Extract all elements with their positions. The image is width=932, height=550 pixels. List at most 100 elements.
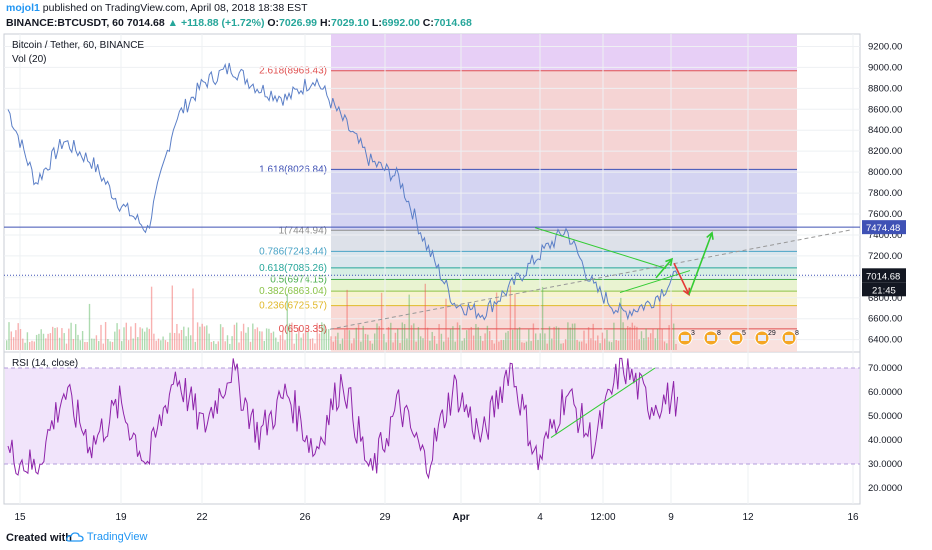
green-up-arrow-2 — [688, 232, 713, 295]
low-label: L: — [371, 17, 382, 29]
volume-bar — [489, 331, 491, 350]
x-axis-tick-label: 29 — [379, 512, 391, 523]
open-value: 7026.99 — [279, 17, 318, 29]
volume-bar — [321, 322, 323, 350]
volume-bar — [318, 333, 321, 350]
author-link[interactable]: mojol1 — [6, 2, 40, 14]
volume-bar — [231, 336, 233, 350]
y-axis-tick-label: 8400.00 — [868, 125, 902, 136]
volume-bar — [521, 342, 523, 350]
volume-bar — [40, 329, 42, 350]
volume-bar — [215, 343, 217, 350]
volume-bar — [592, 323, 594, 350]
fib-zone — [331, 251, 797, 268]
volume-bar — [150, 286, 153, 350]
high-value: 7029.10 — [331, 17, 369, 29]
volume-bar — [245, 332, 247, 350]
chart-canvas[interactable]: 2.618(8968.43) 1.618(8026.84) 1(7444.94) 0.… — [0, 30, 932, 526]
y-axis-tick-label: 8200.00 — [868, 146, 902, 157]
volume-bar — [551, 338, 553, 350]
volume-bar — [369, 340, 371, 350]
tradingview-brand-link[interactable]: TradingView — [66, 531, 147, 543]
publish-line: mojol1 published on TradingView.com, Apr… — [6, 2, 308, 14]
volume-bar — [125, 322, 127, 350]
rsi-axis-tick-label: 20.0000 — [868, 483, 902, 494]
footer: Created with TradingView — [0, 526, 932, 550]
volume-bar — [629, 327, 631, 350]
volume-bar — [500, 339, 502, 350]
volume-bar — [226, 335, 229, 350]
volume-bar — [532, 323, 535, 350]
volume-bar — [410, 325, 413, 350]
fib-level-label: 0.236(6725.57) — [259, 301, 327, 312]
trend-drawings[interactable]: 3 8 5 29 8 — [329, 227, 853, 346]
volume-bar — [447, 337, 449, 350]
volume-bar — [164, 340, 167, 350]
volume-bar — [139, 327, 141, 350]
volume-bar — [401, 322, 403, 350]
green-up-arrow-1 — [655, 258, 673, 279]
grid — [4, 34, 860, 504]
rsi-axis-tick-label: 30.0000 — [868, 459, 902, 470]
volume-bar — [631, 322, 633, 350]
volume-bar — [314, 343, 316, 350]
fib-level-label: 0.786(7243.44) — [259, 246, 327, 257]
volume-bar — [279, 335, 282, 350]
rsi-line — [7, 357, 679, 480]
green-up-arrow-2-head — [706, 231, 714, 240]
volume-bar — [173, 332, 176, 350]
volume-bar — [169, 332, 171, 350]
volume-bar — [263, 340, 265, 350]
tradingview-label: TradingView — [86, 531, 148, 543]
volume-bar — [337, 332, 339, 350]
volume-bar — [387, 327, 390, 350]
volume-bar — [132, 338, 134, 350]
rsi-trendline — [550, 367, 656, 439]
volume-bar — [403, 324, 406, 350]
volume-bar — [475, 324, 477, 350]
volume-bar — [316, 322, 318, 350]
volume-bar — [259, 331, 261, 350]
volume-bar — [436, 343, 438, 350]
volume-bar — [77, 334, 79, 350]
volume-bar — [114, 331, 116, 350]
cloud-icon — [66, 532, 84, 542]
volume-bar — [493, 343, 495, 350]
fib-level-label: 0.382(6863.04) — [259, 286, 327, 297]
volume-bar — [604, 338, 606, 350]
volume-bar — [118, 329, 121, 350]
volume-bar — [95, 335, 98, 350]
volume-bar — [495, 292, 498, 350]
volume-bar — [668, 325, 670, 350]
fibonacci-extension[interactable]: 2.618(8968.43) 1.618(8026.84) 1(7444.94) 0.… — [259, 34, 797, 352]
volume-bar — [341, 338, 344, 350]
price-label-last: 7014.68 — [866, 271, 900, 282]
x-axis-tick-label: 12 — [742, 512, 754, 523]
volume-bar — [84, 341, 86, 350]
volume-bar — [656, 328, 659, 350]
red-down-arrow — [673, 262, 690, 295]
volume-bar — [171, 285, 173, 350]
volume-bar — [35, 334, 38, 350]
volume-bar — [93, 338, 95, 350]
volume-bar — [599, 343, 601, 350]
y-axis-tick-label: 7800.00 — [868, 188, 902, 199]
volume-bar — [298, 327, 300, 350]
volume-bar — [323, 323, 325, 350]
volume-bar — [597, 335, 599, 350]
fib-zone — [331, 291, 797, 306]
volume-bar — [282, 330, 284, 350]
fib-zone — [331, 230, 797, 252]
volume-bar — [574, 323, 576, 350]
event-badge-flag — [785, 335, 793, 341]
green-up-arrow-1-head — [665, 257, 674, 267]
volume-bar — [571, 323, 574, 350]
volume-bar — [546, 343, 548, 350]
volume-bar — [328, 329, 330, 350]
volume-bar — [344, 329, 346, 350]
volume-bar — [70, 322, 72, 350]
volume-bar — [514, 293, 516, 350]
volume-bar — [109, 341, 111, 350]
x-axis-tick-label: Apr — [452, 512, 469, 523]
volume-bar — [305, 327, 307, 350]
